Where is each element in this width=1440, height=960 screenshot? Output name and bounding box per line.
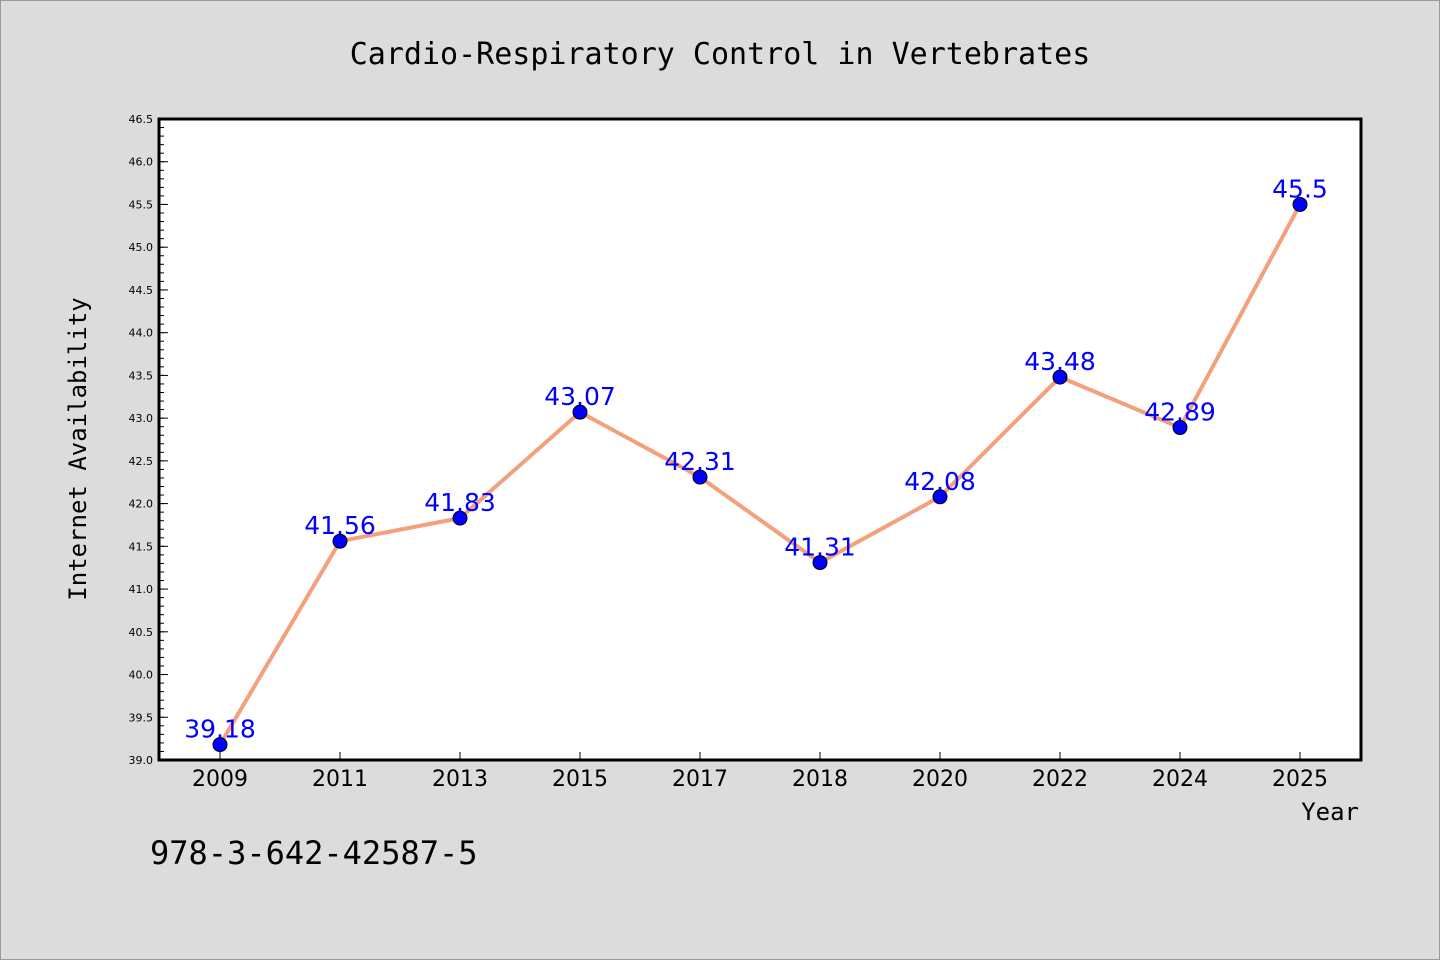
y-tick-label: 40.0 xyxy=(129,669,154,682)
x-tick-label: 2015 xyxy=(552,767,608,792)
data-point xyxy=(212,737,228,753)
x-tick-label: 2020 xyxy=(912,767,968,792)
data-label: 42.89 xyxy=(1144,398,1216,427)
data-labels: 39.18 41.56 41.83 43.07 42.31 41.31 42.08 43.48… xyxy=(184,174,1328,743)
y-tick-label: 41.5 xyxy=(129,540,154,553)
data-label: 39.18 xyxy=(184,715,256,744)
data-point xyxy=(1172,420,1188,436)
data-point xyxy=(1052,369,1068,385)
y-tick-label: 44.0 xyxy=(129,327,154,340)
x-tick-label: 2011 xyxy=(312,767,368,792)
data-point xyxy=(692,469,708,485)
y-tick-label: 45.0 xyxy=(129,241,154,254)
data-label: 42.08 xyxy=(904,467,976,496)
data-label: 41.31 xyxy=(784,533,856,562)
x-tick-label: 2025 xyxy=(1272,767,1328,792)
data-point xyxy=(452,510,468,526)
y-tick-label: 42.5 xyxy=(129,455,154,468)
data-label: 43.07 xyxy=(544,382,616,411)
data-points xyxy=(212,196,1308,753)
y-tick-label: 46.5 xyxy=(129,113,154,126)
x-axis: 2009 2011 2013 2015 2017 2018 2020 2022 2024 2025 xyxy=(192,752,1328,792)
data-label: 42.31 xyxy=(664,447,736,476)
x-tick-label: 2024 xyxy=(1152,767,1208,792)
y-tick-label: 39.5 xyxy=(129,711,154,724)
data-label: 41.83 xyxy=(424,488,496,517)
data-point xyxy=(932,489,948,505)
y-tick-label: 45.5 xyxy=(129,198,154,211)
y-tick-label: 46.0 xyxy=(129,156,154,169)
y-tick-label: 43.0 xyxy=(129,412,154,425)
series-line xyxy=(218,203,1302,746)
data-label: 43.48 xyxy=(1024,347,1096,376)
y-tick-label: 44.5 xyxy=(129,284,154,297)
x-tick-label: 2013 xyxy=(432,767,488,792)
y-tick-label: 39.0 xyxy=(129,754,154,767)
plot-area xyxy=(157,117,1363,762)
y-tick-label: 42.0 xyxy=(129,498,154,511)
y-tick-label: 41.0 xyxy=(129,583,154,596)
y-tick-label: 40.5 xyxy=(129,626,154,639)
series-line-group xyxy=(218,203,1302,746)
data-point xyxy=(1292,196,1308,212)
data-point xyxy=(332,533,348,549)
data-point xyxy=(572,404,588,420)
data-point xyxy=(812,555,828,571)
y-tick-label: 43.5 xyxy=(129,369,154,382)
x-axis-label: Year xyxy=(1301,798,1359,826)
chart-title: Cardio-Respiratory Control in Vertebrate… xyxy=(350,37,1091,72)
y-axis-label: Internet Availability xyxy=(64,297,92,600)
x-tick-label: 2018 xyxy=(792,767,848,792)
x-tick-label: 2022 xyxy=(1032,767,1088,792)
data-label: 45.5 xyxy=(1272,174,1328,203)
x-tick-label: 2017 xyxy=(672,767,728,792)
isbn-annotation: 978-3-642-42587-5 xyxy=(150,834,478,872)
y-axis: 39.0 39.5 40.0 40.5 41.0 41.5 42.0 42.5 43.0 43.5… xyxy=(129,113,168,767)
data-label: 41.56 xyxy=(304,511,376,540)
x-tick-label: 2009 xyxy=(192,767,248,792)
